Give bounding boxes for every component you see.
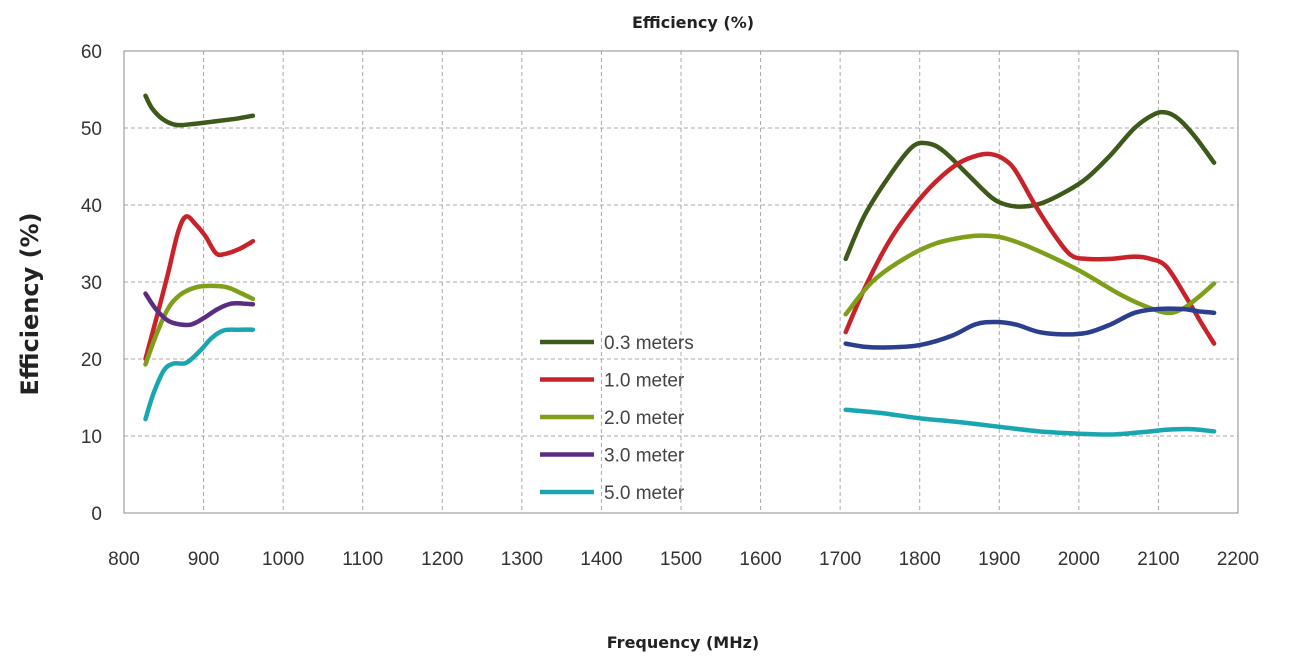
- x-tick-label: 1000: [262, 549, 304, 570]
- legend-label: 5.0 meter: [604, 483, 685, 504]
- y-tick-label: 30: [81, 273, 102, 294]
- axis-layer: [123, 50, 1239, 514]
- y-axis-label: Efficiency (%): [16, 212, 44, 395]
- x-tick-label: 900: [188, 549, 220, 570]
- y-tick-label: 40: [81, 196, 102, 217]
- grid-layer: [124, 51, 1238, 513]
- x-tick-label: 1500: [660, 549, 702, 570]
- x-tick-label: 800: [108, 549, 140, 570]
- tick-layer: 800 900 1000 1100 1200 1300 1400 1500 1600 1700 18…: [81, 42, 1259, 570]
- series-line-1-1: [843, 151, 1217, 346]
- series-layer: [143, 93, 1217, 437]
- series-line-0-0: [143, 93, 256, 128]
- legend-label: 0.3 meters: [604, 333, 694, 354]
- x-axis-label: Frequency (MHz): [607, 633, 759, 652]
- legend-label: 3.0 meter: [604, 446, 685, 467]
- x-tick-label: 1600: [739, 549, 781, 570]
- x-tick-label: 1800: [899, 549, 941, 570]
- x-tick-label: 2100: [1137, 549, 1179, 570]
- y-tick-label: 10: [81, 427, 102, 448]
- series-line-3-0: [143, 291, 256, 328]
- y-tick-label: 20: [81, 350, 102, 371]
- legend-label: 1.0 meter: [604, 371, 685, 392]
- x-tick-label: 1900: [978, 549, 1020, 570]
- series-line-1-0: [143, 214, 256, 362]
- legend: 0.3 meters 1.0 meter 2.0 meter 3.0 meter 5.0…: [540, 333, 694, 504]
- series-line-0-1: [843, 109, 1217, 262]
- chart-title: Efficiency (%): [632, 13, 754, 32]
- x-tick-label: 1200: [421, 549, 463, 570]
- series-line-4-0: [843, 306, 1217, 350]
- y-tick-label: 0: [91, 504, 102, 525]
- plot-frame: [123, 50, 1239, 514]
- y-tick-label: 60: [81, 42, 102, 63]
- x-tick-label: 1100: [342, 549, 383, 570]
- x-tick-label: 1300: [501, 549, 543, 570]
- x-tick-label: 1700: [819, 549, 861, 570]
- legend-label: 2.0 meter: [604, 408, 685, 429]
- series-line-5-1: [843, 407, 1217, 437]
- x-tick-label: 2200: [1217, 549, 1259, 570]
- x-tick-label: 1400: [580, 549, 622, 570]
- series-line-2-0: [143, 283, 256, 367]
- x-tick-label: 2000: [1058, 549, 1100, 570]
- series-line-5-0: [143, 327, 256, 422]
- y-tick-label: 50: [81, 119, 102, 140]
